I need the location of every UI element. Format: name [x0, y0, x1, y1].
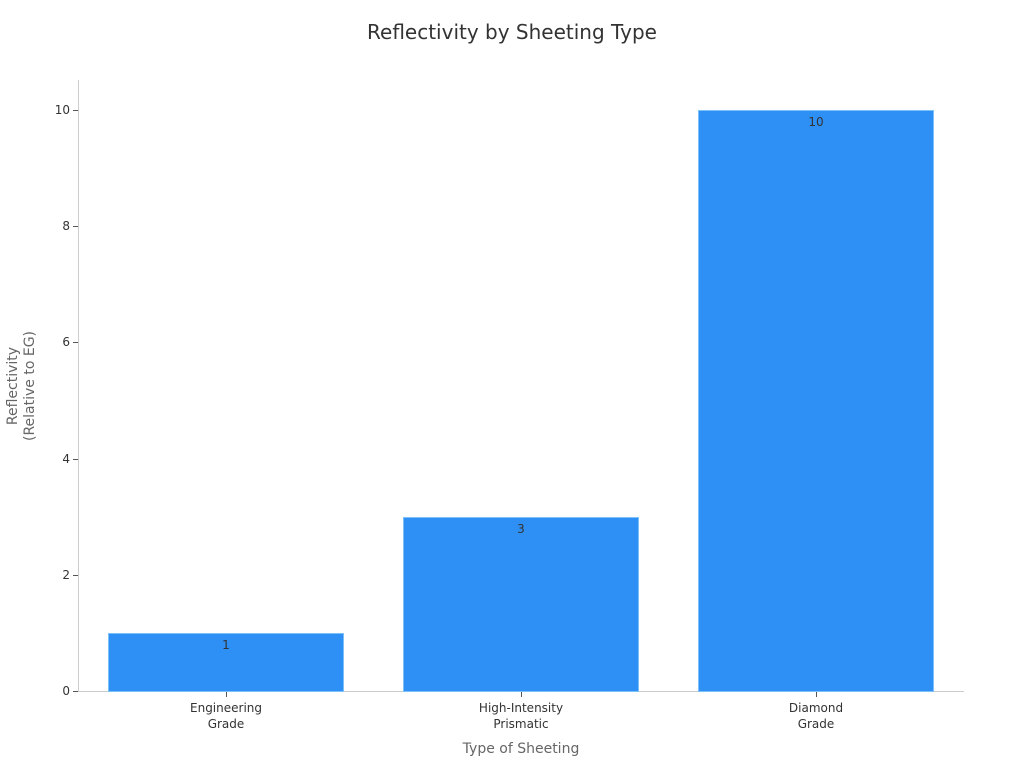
y-tick-10: 10	[40, 103, 78, 117]
x-tick-label-line2: Grade	[797, 717, 835, 731]
y-tick-8: 8	[40, 219, 78, 233]
y-tick-0: 0	[40, 684, 78, 698]
y-tick-label: 8	[62, 219, 70, 233]
x-tick-label-line2: Prismatic	[493, 717, 549, 731]
bar-value-label: 3	[517, 522, 525, 536]
y-tick-mark	[73, 342, 78, 343]
y-tick-4: 4	[40, 452, 78, 466]
y-tick-label: 2	[62, 568, 70, 582]
y-tick-label: 6	[62, 335, 70, 349]
x-axis-title: Type of Sheeting	[462, 741, 580, 757]
y-axis-title-line2: (Relative to EG)	[22, 330, 38, 442]
y-axis-title-line1: Reflectivity	[5, 346, 21, 426]
y-tick-mark	[73, 110, 78, 111]
x-tick-mark	[225, 692, 227, 697]
x-tick-label-line2: Grade	[207, 717, 245, 731]
y-axis-title: Reflectivity (Relative to EG)	[5, 331, 39, 441]
y-tick-label: 0	[62, 684, 70, 698]
x-tick-label-line1: Diamond	[788, 701, 844, 715]
y-tick-2: 2	[40, 568, 78, 582]
x-tick-mark	[520, 692, 522, 697]
y-tick-label: 4	[62, 452, 70, 466]
x-tick-diamond-grade: Diamond Grade	[736, 692, 896, 732]
x-tick-label-line1: Engineering	[190, 701, 262, 715]
y-axis-line	[78, 80, 79, 692]
y-tick-label: 10	[54, 103, 70, 117]
bar-engineering-grade[interactable]: 1	[108, 633, 344, 692]
bar-value-label: 10	[808, 115, 824, 129]
y-tick-6: 6	[40, 335, 78, 349]
y-tick-mark	[73, 575, 78, 576]
x-tick-high-intensity-prismatic: High-Intensity Prismatic	[441, 692, 601, 732]
bar-value-label: 1	[222, 638, 230, 652]
y-tick-mark	[73, 691, 78, 692]
y-tick-mark	[73, 459, 78, 460]
bar-diamond-grade[interactable]: 10	[698, 110, 934, 692]
bar-high-intensity-prismatic[interactable]: 3	[403, 517, 639, 692]
x-tick-mark	[815, 692, 817, 697]
y-tick-mark	[73, 226, 78, 227]
chart-title: Reflectivity by Sheeting Type	[367, 20, 657, 44]
x-tick-label-line1: High-Intensity	[478, 701, 564, 715]
x-tick-engineering-grade: Engineering Grade	[146, 692, 306, 732]
